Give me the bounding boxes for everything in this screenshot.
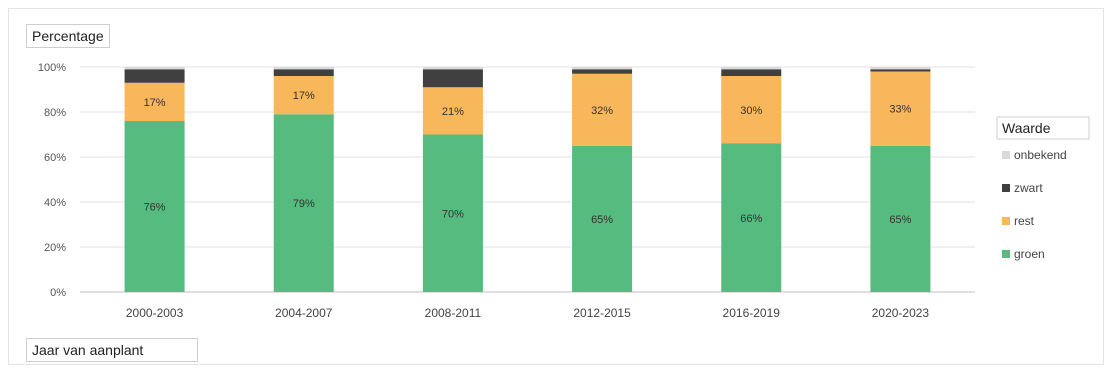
bar-segment-onbekend <box>721 67 782 70</box>
data-label-rest: 17% <box>293 90 315 102</box>
y-tick-label: 100% <box>38 62 66 74</box>
bar-segment-groen <box>870 145 931 292</box>
bar-segment-zwart <box>870 69 931 72</box>
bar-segment-zwart <box>273 69 334 76</box>
y-tick-label: 20% <box>44 242 66 254</box>
legend-title: Waarde <box>1002 120 1051 136</box>
bar-segment-rest <box>124 82 185 121</box>
legend-swatch-onbekend <box>1002 151 1010 159</box>
legend-title-box <box>996 116 1090 140</box>
x-tick-label: 2008-2011 <box>425 306 482 320</box>
bar-segment-groen <box>572 145 633 292</box>
bar-segment-rest <box>870 71 931 146</box>
bar-segment-onbekend <box>273 67 334 70</box>
data-label-groen: 65% <box>591 214 613 226</box>
bar-segment-rest <box>273 76 334 115</box>
data-label-groen: 65% <box>889 214 911 226</box>
x-tick-label: 2004-2007 <box>275 306 333 320</box>
y-tick-label: 60% <box>44 152 66 164</box>
legend-label-zwart: zwart <box>1014 181 1043 195</box>
bar-segment-groen <box>273 114 334 292</box>
bar-segment-onbekend <box>422 67 483 70</box>
legend-label-rest: rest <box>1014 214 1035 228</box>
y-axis-title: Percentage <box>26 24 110 48</box>
legend-label-groen: groen <box>1014 247 1045 261</box>
data-label-rest: 30% <box>740 105 762 117</box>
data-label-rest: 21% <box>442 106 464 118</box>
y-tick-label: 80% <box>44 107 66 119</box>
bar-segment-zwart <box>572 69 633 74</box>
data-label-rest: 17% <box>144 97 166 109</box>
bar-segment-onbekend <box>870 67 931 70</box>
data-label-rest: 32% <box>591 105 613 117</box>
bar-segment-zwart <box>124 69 185 83</box>
data-label-groen: 70% <box>442 208 464 220</box>
data-label-groen: 76% <box>144 202 166 214</box>
bar-segment-zwart <box>721 69 782 76</box>
chart-frame <box>8 8 1104 365</box>
bar-segment-rest <box>721 76 782 144</box>
bar-segment-groen <box>422 134 483 292</box>
x-tick-label: 2012-2015 <box>573 306 631 320</box>
y-tick-label: 0% <box>50 287 66 299</box>
data-label-rest: 33% <box>889 104 911 116</box>
legend-swatch-groen <box>1002 250 1010 258</box>
legend-label-onbekend: onbekend <box>1014 148 1067 162</box>
bar-segment-rest <box>572 73 633 146</box>
legend-swatch-zwart <box>1002 184 1010 192</box>
bar-segment-groen <box>124 121 185 292</box>
x-axis-title: Jaar van aanplant <box>26 338 198 362</box>
data-label-groen: 79% <box>293 198 315 210</box>
legend-swatch-rest <box>1002 217 1010 225</box>
x-tick-label: 2016-2019 <box>723 306 781 320</box>
bar-segment-groen <box>721 143 782 292</box>
bar-segment-rest <box>422 87 483 135</box>
bar-segment-onbekend <box>124 67 185 70</box>
x-tick-label: 2000-2003 <box>126 306 184 320</box>
bar-segment-zwart <box>422 69 483 88</box>
bar-segment-onbekend <box>572 67 633 70</box>
y-tick-label: 40% <box>44 197 66 209</box>
x-tick-label: 2020-2023 <box>872 306 930 320</box>
data-label-groen: 66% <box>740 213 762 225</box>
